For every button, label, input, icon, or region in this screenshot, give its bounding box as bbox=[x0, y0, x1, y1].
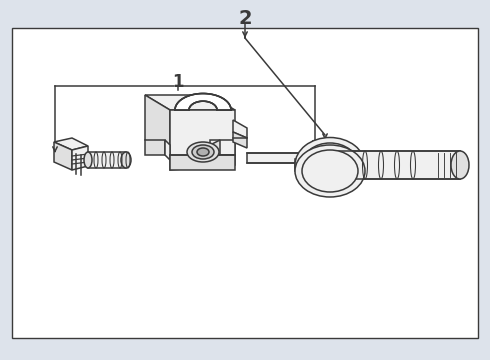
Ellipse shape bbox=[295, 138, 365, 193]
Polygon shape bbox=[210, 140, 235, 155]
Bar bbox=[12, 28, 478, 338]
Polygon shape bbox=[72, 146, 88, 170]
Polygon shape bbox=[145, 95, 235, 110]
Polygon shape bbox=[88, 152, 126, 168]
Polygon shape bbox=[54, 138, 88, 150]
Polygon shape bbox=[247, 153, 302, 163]
Polygon shape bbox=[54, 142, 72, 170]
Ellipse shape bbox=[302, 150, 358, 192]
Ellipse shape bbox=[84, 152, 92, 168]
Polygon shape bbox=[335, 151, 460, 179]
Polygon shape bbox=[145, 95, 170, 155]
Text: 2: 2 bbox=[238, 9, 252, 27]
Polygon shape bbox=[170, 110, 235, 170]
Ellipse shape bbox=[197, 148, 209, 156]
Ellipse shape bbox=[121, 152, 131, 168]
Polygon shape bbox=[295, 159, 365, 171]
Ellipse shape bbox=[451, 151, 469, 179]
Text: 1: 1 bbox=[172, 73, 184, 91]
Polygon shape bbox=[233, 120, 247, 138]
Ellipse shape bbox=[192, 145, 214, 159]
Ellipse shape bbox=[187, 142, 219, 162]
Ellipse shape bbox=[302, 143, 358, 187]
Polygon shape bbox=[210, 140, 220, 155]
Polygon shape bbox=[145, 140, 165, 155]
Ellipse shape bbox=[295, 145, 365, 197]
Polygon shape bbox=[175, 94, 231, 110]
Polygon shape bbox=[165, 140, 170, 160]
Polygon shape bbox=[170, 155, 235, 170]
Polygon shape bbox=[233, 132, 247, 148]
